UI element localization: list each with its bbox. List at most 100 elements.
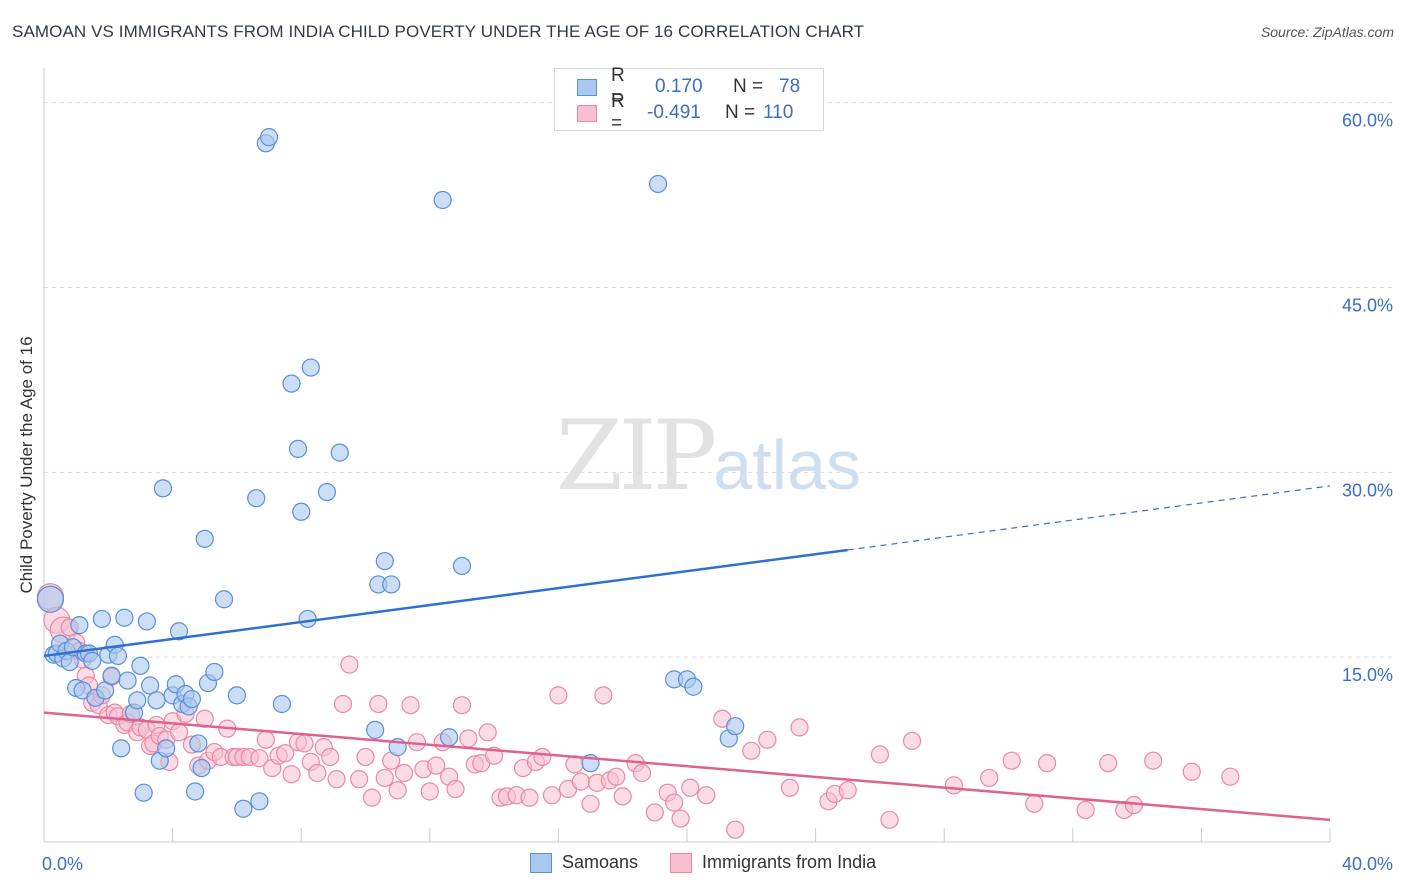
data-point-samoan xyxy=(272,694,292,714)
data-point-india xyxy=(681,778,700,797)
data-point-samoan xyxy=(366,720,385,739)
data-point-india xyxy=(362,788,382,807)
data-point-samoan xyxy=(288,439,308,459)
data-point-india xyxy=(369,694,388,714)
data-point-india xyxy=(542,786,562,805)
data-point-india xyxy=(349,770,369,789)
data-point-samoan xyxy=(301,358,320,377)
data-point-india xyxy=(321,747,340,767)
data-point-india xyxy=(520,788,539,807)
legend-row-india: R = -0.491 N = 110 xyxy=(577,91,794,134)
legend-r-value: 0.170 xyxy=(655,76,703,97)
data-point-samoan xyxy=(118,671,137,690)
data-point-samoan xyxy=(137,612,156,631)
data-point-samoan xyxy=(452,556,472,576)
data-point-india xyxy=(944,776,963,795)
data-point-samoan xyxy=(382,575,401,594)
y-axis-label: Child Poverty Under the Age of 16 xyxy=(17,336,36,594)
correlation-legend: R = 0.170 N = 78 R = -0.491 N = 110 xyxy=(554,65,824,134)
data-point-india xyxy=(256,730,275,749)
data-point-samoan xyxy=(134,783,153,802)
data-point-india xyxy=(394,763,414,783)
watermark: ZIPatlas xyxy=(556,400,861,512)
data-point-samoan xyxy=(128,691,147,710)
y-tick-label: 30.0% xyxy=(1342,480,1393,500)
legend-n-label: N = xyxy=(725,102,756,123)
x-tick-label: 0.0% xyxy=(42,854,83,874)
data-point-samoan xyxy=(131,656,150,675)
y-tick-label: 60.0% xyxy=(1342,111,1393,131)
data-point-india xyxy=(1221,767,1240,786)
data-point-india xyxy=(1099,754,1118,773)
data-point-samoan xyxy=(102,666,121,685)
legend-r-label: R = xyxy=(611,91,625,134)
data-point-india xyxy=(607,767,626,786)
data-point-samoan xyxy=(83,651,102,670)
data-point-samoan xyxy=(282,374,301,393)
trendline-india xyxy=(43,711,1331,822)
data-point-india xyxy=(632,763,652,783)
legend-item-samoans[interactable]: Samoans xyxy=(530,852,638,873)
data-point-india xyxy=(742,741,761,760)
legend-r-value: -0.491 xyxy=(647,102,701,123)
data-point-samoan xyxy=(298,609,317,629)
data-point-samoan xyxy=(147,691,166,710)
watermark-zip: ZIP xyxy=(556,400,717,512)
data-point-india xyxy=(980,768,999,788)
data-point-india xyxy=(340,655,359,674)
data-point-india xyxy=(665,793,684,812)
data-point-samoan xyxy=(726,717,745,736)
data-point-india xyxy=(726,820,745,839)
data-point-india xyxy=(427,756,446,775)
data-point-samoan xyxy=(195,529,214,548)
data-point-india xyxy=(1182,762,1201,781)
data-point-india xyxy=(671,809,690,828)
data-point-samoan xyxy=(259,128,279,147)
data-point-india xyxy=(870,745,890,764)
data-point-india xyxy=(645,803,664,822)
data-point-samoan xyxy=(214,590,234,609)
data-point-india xyxy=(276,744,295,763)
data-point-india xyxy=(549,686,568,705)
legend-swatch-blue xyxy=(577,78,597,96)
data-point-samoan xyxy=(186,782,205,801)
data-point-india xyxy=(1037,754,1057,773)
data-point-india xyxy=(446,779,465,799)
data-point-india xyxy=(388,781,407,800)
data-point-india xyxy=(758,730,777,749)
data-point-india xyxy=(478,723,497,742)
data-point-india xyxy=(613,787,632,806)
chart-title: SAMOAN VS IMMIGRANTS FROM INDIA CHILD PO… xyxy=(12,22,865,41)
data-point-india xyxy=(459,729,478,748)
legend-n-value: 110 xyxy=(763,102,794,123)
data-point-india xyxy=(250,749,269,768)
data-point-samoan xyxy=(433,190,452,210)
data-point-india xyxy=(356,747,375,767)
data-point-india xyxy=(1002,751,1021,770)
data-point-india xyxy=(308,763,327,783)
data-point-india xyxy=(780,778,799,797)
legend-n-value: 78 xyxy=(779,76,801,97)
data-point-india xyxy=(1144,751,1163,770)
data-point-india xyxy=(195,709,214,728)
data-point-samoan xyxy=(292,502,311,521)
data-point-samoan xyxy=(684,677,703,696)
data-point-samoan xyxy=(157,739,176,758)
x-tick-label: 40.0% xyxy=(1342,854,1393,874)
trendline-samoans-projection xyxy=(847,485,1331,551)
data-point-india xyxy=(790,718,809,737)
data-point-india xyxy=(169,723,189,742)
legend-item-india[interactable]: Immigrants from India xyxy=(670,852,876,873)
data-point-india xyxy=(282,765,301,784)
swatch-india xyxy=(670,852,693,873)
data-point-samoan xyxy=(70,616,89,635)
data-point-india xyxy=(697,786,716,805)
legend-row-samoans: R = 0.170 N = 78 xyxy=(577,65,801,108)
data-point-india xyxy=(327,770,346,789)
data-point-samoan xyxy=(115,608,134,627)
data-point-samoan xyxy=(205,662,224,682)
data-point-india xyxy=(452,696,472,715)
data-point-india xyxy=(838,781,857,800)
data-point-samoan xyxy=(317,482,337,502)
data-point-samoan xyxy=(112,739,131,758)
